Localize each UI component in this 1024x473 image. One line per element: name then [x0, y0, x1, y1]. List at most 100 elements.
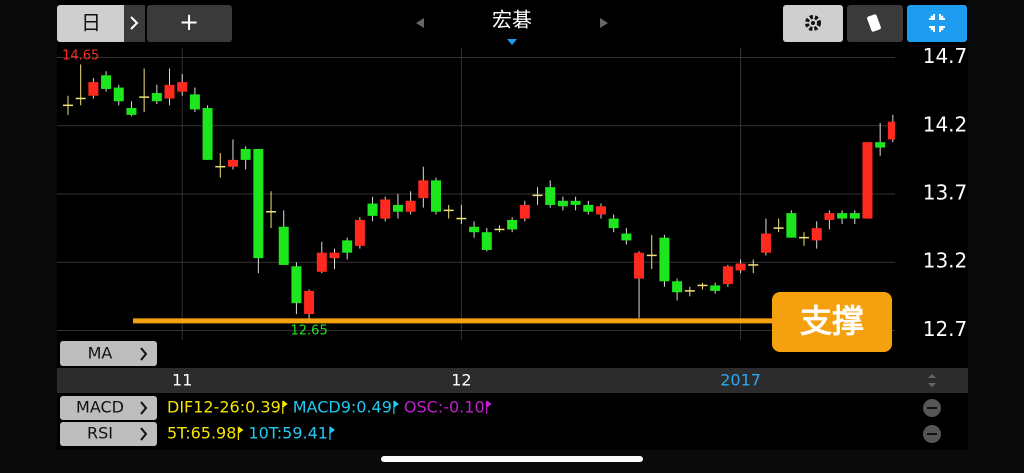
fullscreen-icon — [929, 14, 945, 32]
candle-body — [583, 204, 594, 212]
stock-name: 宏碁 — [492, 8, 532, 32]
chevron — [140, 347, 148, 361]
candle-body — [354, 219, 365, 246]
home-indicator — [381, 456, 643, 462]
indicator-value: MACD9:0.49 — [293, 398, 392, 417]
candle-body — [887, 121, 895, 140]
candle-body — [735, 263, 746, 271]
candle-body — [431, 180, 442, 212]
candle-body — [151, 93, 162, 102]
candle-body — [786, 213, 797, 238]
candle-body — [392, 204, 403, 212]
candle-body — [177, 82, 188, 92]
ma-button[interactable] — [60, 341, 157, 366]
candle-body — [253, 148, 264, 259]
candle-body — [202, 108, 213, 160]
indicator-value: 10T:59.41 — [248, 424, 328, 443]
candle-body — [88, 82, 99, 96]
y-tick-label: 13.2 — [923, 249, 968, 273]
scroll-arrows — [928, 374, 936, 387]
candle-body — [113, 87, 124, 102]
candle-body — [545, 187, 556, 205]
indicator-value: DIF12-26:0.39 — [167, 398, 281, 417]
fullscreen-button[interactable] — [907, 5, 967, 42]
chevron — [140, 401, 148, 415]
candle-body — [418, 180, 429, 199]
candle-body — [849, 213, 860, 219]
high-label: 14.65 — [62, 49, 99, 64]
ma-label: MA — [88, 344, 113, 363]
period-label: 日 — [81, 11, 101, 35]
indicator-flag — [393, 400, 399, 414]
candle-body — [240, 148, 251, 160]
add-label: + — [179, 8, 199, 36]
period-button[interactable] — [57, 5, 145, 42]
gear-center — [811, 21, 815, 25]
indicator-flag — [282, 400, 288, 414]
candle-body — [659, 237, 670, 282]
support-badge — [772, 292, 892, 352]
candle-body — [507, 219, 518, 230]
y-tick-label: 14.2 — [923, 112, 968, 136]
indicator-value: OSC:-0.10 — [404, 398, 485, 417]
x-tick-label: 12 — [451, 371, 471, 390]
candle-body — [278, 226, 289, 265]
x-tick-label: 11 — [172, 371, 192, 390]
candle-body — [342, 240, 353, 253]
chevron — [130, 16, 139, 30]
indicator-name: RSI — [87, 424, 113, 443]
candle-body — [316, 252, 327, 272]
candle-body — [672, 281, 683, 293]
indicator-rows: MACD DIF12-26:0.39 MACD9:0.49 OSC:-0.10 RSI 5… — [60, 396, 941, 446]
candle-body — [837, 213, 848, 219]
candle-body — [608, 218, 619, 229]
candle-body — [101, 75, 112, 89]
candle-body — [811, 228, 822, 241]
candle-body — [570, 200, 581, 205]
indicator-flag — [329, 426, 335, 440]
candle-body — [227, 159, 238, 167]
indicator-name: MACD — [76, 398, 124, 417]
candle-body — [481, 232, 492, 250]
indicator-flag — [486, 400, 492, 414]
plot-area — [57, 48, 895, 340]
chevron — [140, 427, 148, 441]
add-button[interactable] — [147, 5, 232, 42]
next-arrow[interactable] — [600, 18, 608, 28]
candle-body — [304, 290, 315, 315]
indicator-button[interactable] — [60, 396, 157, 420]
candle-body — [722, 266, 733, 285]
support-label: 支撑 — [800, 302, 864, 340]
indicator-flag — [237, 426, 244, 440]
candle-body — [329, 252, 340, 259]
candle-body — [875, 142, 886, 148]
stock-dropdown[interactable] — [507, 39, 517, 45]
candle-body — [291, 266, 302, 304]
gear-icon — [805, 15, 821, 31]
candle-body — [519, 204, 530, 219]
candle-body — [126, 108, 137, 115]
candle-body — [862, 142, 873, 219]
indicator-button[interactable] — [60, 422, 157, 446]
candle-body — [760, 233, 771, 253]
y-tick-label: 12.7 — [923, 317, 968, 341]
rotate-icon — [867, 14, 881, 32]
candle-body — [164, 84, 175, 99]
indicator-value: 5T:65.98 — [167, 424, 236, 443]
candle-body — [380, 199, 391, 219]
candle-body — [710, 285, 721, 291]
candle-body — [621, 233, 632, 241]
candle-body — [405, 200, 416, 212]
candle-body — [189, 94, 200, 110]
x-tick-label: 2017 — [720, 371, 761, 390]
y-tick-label: 14.7 — [923, 44, 968, 68]
candle-body — [367, 203, 378, 216]
candle-body — [824, 213, 835, 220]
candle-body — [469, 226, 480, 233]
candle-body — [557, 200, 568, 207]
candle-body — [634, 252, 645, 279]
x-axis-bar — [57, 368, 968, 393]
low-label: 12.65 — [291, 324, 328, 339]
prev-arrow[interactable] — [416, 18, 424, 28]
